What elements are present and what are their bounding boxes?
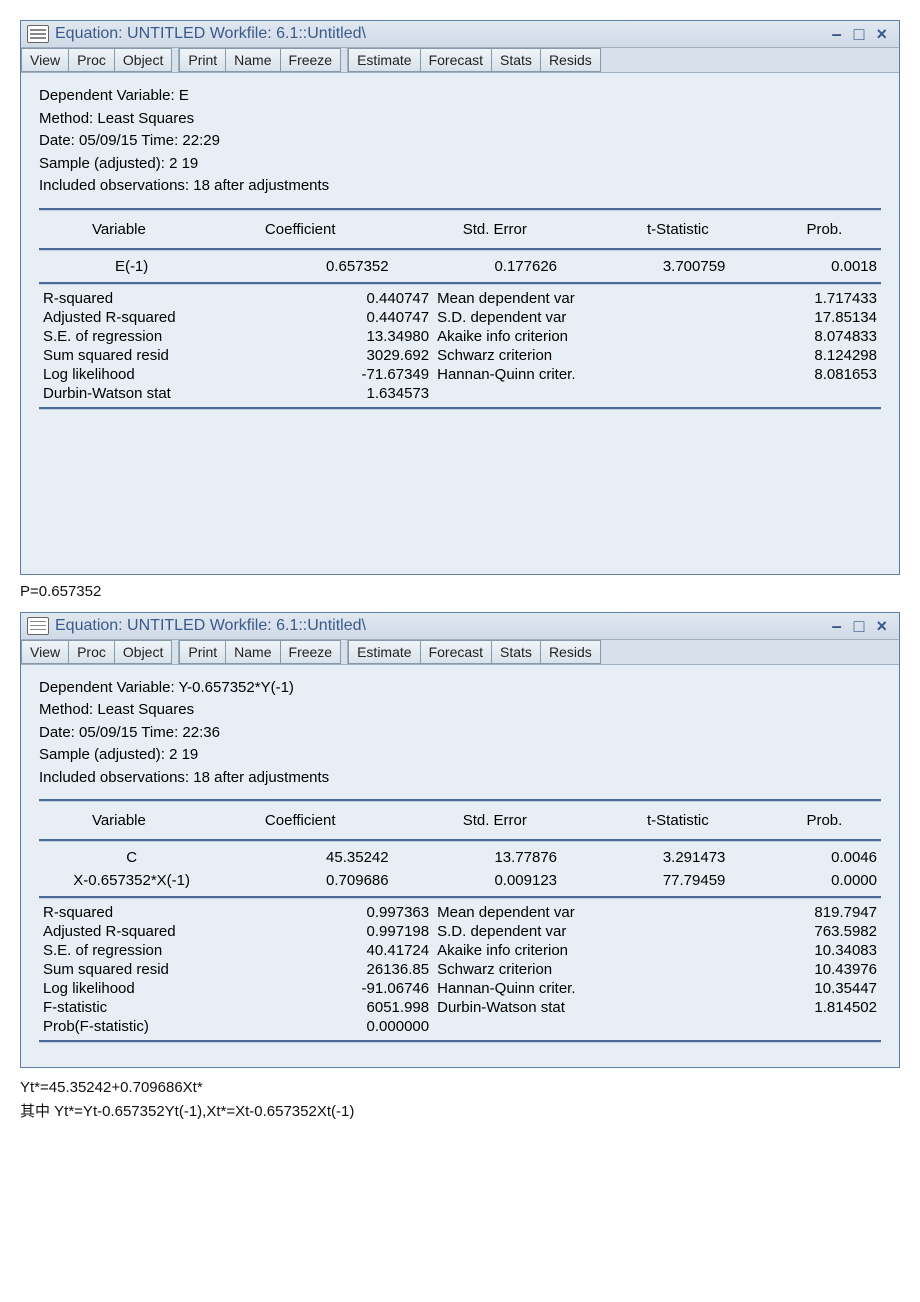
info-line: Dependent Variable: Y-0.657352*Y(-1) [39,677,881,700]
formula-line1: Yt*=45.35242+0.709686Xt* [20,1076,900,1100]
close-btn[interactable]: × [876,25,887,43]
coefficients-table: Variable Coefficient Std. Error t-Statis… [39,215,881,244]
coef-row: E(-1) 0.657352 0.177626 3.700759 0.0018 [39,255,881,278]
toolbar-resids[interactable]: Resids [541,640,601,664]
hdr-tstat: t-Statistic [588,806,768,835]
hdr-variable: Variable [39,215,199,244]
toolbar: View Proc Object Print Name Freeze Estim… [21,640,899,665]
regression-window-2: Equation: UNTITLED Workfile: 6.1::Untitl… [20,612,900,1069]
stderr-val: 13.77876 [393,846,561,869]
toolbar-print[interactable]: Print [179,640,226,664]
coef-val: 0.709686 [224,869,392,892]
window-title: Equation: UNTITLED Workfile: 6.1::Untitl… [55,617,366,635]
stderr-val: 0.177626 [393,255,561,278]
minimize-btn[interactable]: – [832,25,842,43]
equation-icon [27,25,49,43]
prob-val: 0.0018 [729,255,881,278]
info-line: Sample (adjusted): 2 19 [39,744,881,767]
coef-row: X-0.657352*X(-1) 0.709686 0.009123 77.79… [39,869,881,892]
info-line: Included observations: 18 after adjustme… [39,767,881,790]
equation-icon [27,617,49,635]
close-btn[interactable]: × [876,617,887,635]
var-name: X-0.657352*X(-1) [39,869,224,892]
maximize-btn[interactable]: □ [854,617,865,635]
info-line: Date: 05/09/15 Time: 22:29 [39,130,881,153]
tstat-val: 77.79459 [561,869,729,892]
toolbar-proc[interactable]: Proc [69,48,115,72]
toolbar: View Proc Object Print Name Freeze Estim… [21,48,899,73]
hdr-tstat: t-Statistic [588,215,768,244]
coef-val: 45.35242 [224,846,392,869]
toolbar-object[interactable]: Object [115,640,172,664]
info-line: Date: 05/09/15 Time: 22:36 [39,722,881,745]
toolbar-freeze[interactable]: Freeze [281,640,342,664]
rho-caption: Ρ=0.657352 [20,583,900,600]
toolbar-view[interactable]: View [21,48,69,72]
toolbar-print[interactable]: Print [179,48,226,72]
tstat-val: 3.700759 [561,255,729,278]
toolbar-object[interactable]: Object [115,48,172,72]
toolbar-proc[interactable]: Proc [69,640,115,664]
toolbar-name[interactable]: Name [226,48,280,72]
stderr-val: 0.009123 [393,869,561,892]
info-line: Method: Least Squares [39,699,881,722]
info-block: Dependent Variable: Y-0.657352*Y(-1) Met… [39,677,881,790]
window-title: Equation: UNTITLED Workfile: 6.1::Untitl… [55,25,366,43]
hdr-coeff: Coefficient [199,806,402,835]
regression-window-1: Equation: UNTITLED Workfile: 6.1::Untitl… [20,20,900,575]
summary-stats: R-squared0.440747Mean dependent var1.717… [39,289,881,403]
hdr-prob: Prob. [768,215,881,244]
prob-val: 0.0046 [729,846,881,869]
coef-val: 0.657352 [224,255,392,278]
toolbar-resids[interactable]: Resids [541,48,601,72]
hdr-prob: Prob. [768,806,881,835]
prob-val: 0.0000 [729,869,881,892]
coef-row: C 45.35242 13.77876 3.291473 0.0046 [39,846,881,869]
toolbar-estimate[interactable]: Estimate [348,640,420,664]
toolbar-forecast[interactable]: Forecast [421,48,492,72]
info-line: Dependent Variable: E [39,85,881,108]
toolbar-stats[interactable]: Stats [492,48,541,72]
maximize-btn[interactable]: □ [854,25,865,43]
var-name: E(-1) [39,255,224,278]
var-name: C [39,846,224,869]
toolbar-estimate[interactable]: Estimate [348,48,420,72]
toolbar-view[interactable]: View [21,640,69,664]
content-area: Dependent Variable: Y-0.657352*Y(-1) Met… [21,665,899,1068]
titlebar: Equation: UNTITLED Workfile: 6.1::Untitl… [21,613,899,640]
coefficients-table: Variable Coefficient Std. Error t-Statis… [39,806,881,835]
hdr-stderr: Std. Error [402,215,588,244]
titlebar: Equation: UNTITLED Workfile: 6.1::Untitl… [21,21,899,48]
hdr-stderr: Std. Error [402,806,588,835]
tstat-val: 3.291473 [561,846,729,869]
hdr-coeff: Coefficient [199,215,402,244]
info-line: Sample (adjusted): 2 19 [39,153,881,176]
formula-line2: 其中 Yt*=Yt-0.657352Yt(-1),Xt*=Xt-0.657352… [20,1100,900,1124]
toolbar-freeze[interactable]: Freeze [281,48,342,72]
toolbar-stats[interactable]: Stats [492,640,541,664]
toolbar-name[interactable]: Name [226,640,280,664]
equation-formula: Yt*=45.35242+0.709686Xt* 其中 Yt*=Yt-0.657… [20,1076,900,1124]
hdr-variable: Variable [39,806,199,835]
minimize-btn[interactable]: – [832,617,842,635]
content-area: Dependent Variable: E Method: Least Squa… [21,73,899,574]
toolbar-forecast[interactable]: Forecast [421,640,492,664]
info-line: Method: Least Squares [39,108,881,131]
summary-stats: R-squared0.997363Mean dependent var819.7… [39,903,881,1036]
info-line: Included observations: 18 after adjustme… [39,175,881,198]
info-block: Dependent Variable: E Method: Least Squa… [39,85,881,198]
